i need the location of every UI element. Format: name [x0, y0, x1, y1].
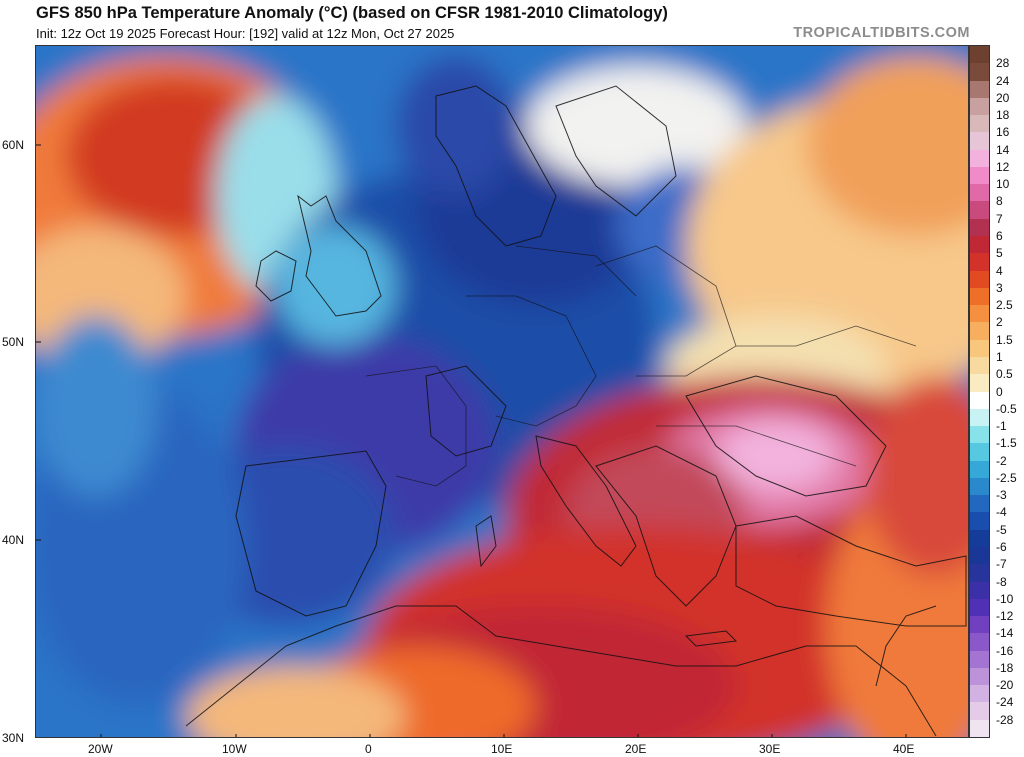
colorbar-label: 0	[996, 384, 1003, 399]
colorbar-swatch	[970, 339, 989, 358]
lon-label-10w: 10W	[222, 742, 247, 756]
colorbar-label: 16	[996, 125, 1010, 140]
colorbar-label: -14	[996, 626, 1014, 641]
lon-label-10e: 10E	[491, 742, 513, 756]
colorbar-label: -24	[996, 695, 1014, 710]
colorbar-swatch	[970, 166, 989, 185]
colorbar-swatch	[970, 685, 989, 703]
colorbar-label: 18	[996, 108, 1010, 123]
colorbar-label: 20	[996, 90, 1010, 105]
colorbar-label: -7	[996, 557, 1007, 572]
colorbar-swatch	[970, 253, 989, 272]
colorbar-swatch	[970, 270, 989, 289]
anomaly-map	[35, 45, 969, 738]
colorbar-swatch	[970, 184, 989, 202]
colorbar-label: 1	[996, 349, 1003, 364]
colorbar-swatch	[970, 477, 989, 496]
colorbar-swatch	[970, 287, 989, 306]
colorbar-swatch	[970, 322, 989, 341]
colorbar-swatch	[970, 115, 989, 133]
colorbar-swatch	[970, 633, 989, 652]
colorbar-label: 6	[996, 229, 1003, 244]
colorbar-label: -2	[996, 453, 1007, 468]
colorbar-label: -28	[996, 712, 1014, 727]
colorbar-cap	[970, 46, 989, 64]
colorbar-label: 2.5	[996, 298, 1013, 313]
colorbar-swatch	[970, 97, 989, 116]
colorbar-label: -18	[996, 660, 1014, 675]
colorbar-swatch	[970, 702, 989, 721]
coastlines	[185, 85, 967, 737]
colorbar-label: 3	[996, 280, 1003, 295]
colorbar-swatch	[970, 80, 989, 99]
colorbar-label: 14	[996, 142, 1010, 157]
colorbar-swatch	[970, 512, 989, 531]
colorbar-label: -2.5	[996, 470, 1017, 485]
init-forecast-info: Init: 12z Oct 19 2025 Forecast Hour: [19…	[36, 26, 455, 41]
colorbar-label: 28	[996, 56, 1010, 71]
colorbar-swatch	[970, 356, 989, 375]
colorbar-swatch	[970, 529, 989, 548]
brand-watermark: TROPICALTIDBITS.COM	[793, 25, 970, 41]
colorbar-label: -1	[996, 419, 1007, 434]
colorbar-label: -3	[996, 488, 1007, 503]
colorbar-swatch	[970, 201, 989, 220]
country-borders	[365, 245, 917, 487]
colorbar-swatch	[970, 460, 989, 479]
lon-label-20e: 20E	[625, 742, 647, 756]
colorbar-label: 10	[996, 177, 1010, 192]
map-title: GFS 850 hPa Temperature Anomaly (°C) (ba…	[36, 4, 668, 22]
colorbar-swatch	[970, 598, 989, 617]
colorbar-swatch	[970, 616, 989, 634]
colorbar-swatch	[970, 408, 989, 427]
colorbar-label: -0.5	[996, 401, 1017, 416]
colorbar-label: 4	[996, 263, 1003, 278]
lat-label-60n: 60N	[2, 138, 25, 152]
colorbar-swatch	[970, 581, 989, 600]
colorbar-label: -6	[996, 539, 1007, 554]
colorbar-swatch	[970, 650, 989, 669]
colorbar	[969, 45, 990, 738]
colorbar-swatch	[970, 391, 989, 410]
colorbar-label: 12	[996, 159, 1010, 174]
lat-label-30n: 30N	[2, 731, 25, 745]
colorbar-label: 7	[996, 211, 1003, 226]
lat-label-50n: 50N	[2, 335, 25, 349]
colorbar-label: -4	[996, 505, 1007, 520]
colorbar-swatch	[970, 305, 989, 323]
colorbar-swatch	[970, 132, 989, 151]
lon-label-40e: 40E	[893, 742, 915, 756]
colorbar-swatch	[970, 236, 989, 254]
colorbar-swatch	[970, 495, 989, 513]
lon-label-20w: 20W	[88, 742, 113, 756]
colorbar-swatch	[970, 426, 989, 444]
colorbar-label: -8	[996, 574, 1007, 589]
colorbar-label: -16	[996, 643, 1014, 658]
colorbar-label: -20	[996, 678, 1014, 693]
colorbar-label: -5	[996, 522, 1007, 537]
colorbar-swatch	[970, 443, 989, 462]
axis-ticks	[36, 144, 907, 737]
colorbar-label: -10	[996, 591, 1014, 606]
lon-label-30e: 30E	[759, 742, 781, 756]
colorbar-swatch	[970, 374, 989, 392]
lat-label-40n: 40N	[2, 533, 25, 547]
anomaly-shading	[36, 46, 968, 737]
lon-label-0: 0	[365, 742, 372, 756]
colorbar-swatch	[970, 564, 989, 583]
colorbar-swatch	[970, 149, 989, 168]
colorbar-label: 8	[996, 194, 1003, 209]
colorbar-swatch	[970, 63, 989, 82]
colorbar-swatch	[970, 667, 989, 686]
colorbar-swatch	[970, 546, 989, 565]
colorbar-swatch	[970, 218, 989, 237]
colorbar-label: -12	[996, 609, 1014, 624]
colorbar-label: 0.5	[996, 367, 1013, 382]
colorbar-label: 24	[996, 73, 1010, 88]
colorbar-label: 5	[996, 246, 1003, 261]
colorbar-swatch	[970, 719, 989, 738]
colorbar-label: 2	[996, 315, 1003, 330]
colorbar-label: 1.5	[996, 332, 1013, 347]
colorbar-label: -1.5	[996, 436, 1017, 451]
